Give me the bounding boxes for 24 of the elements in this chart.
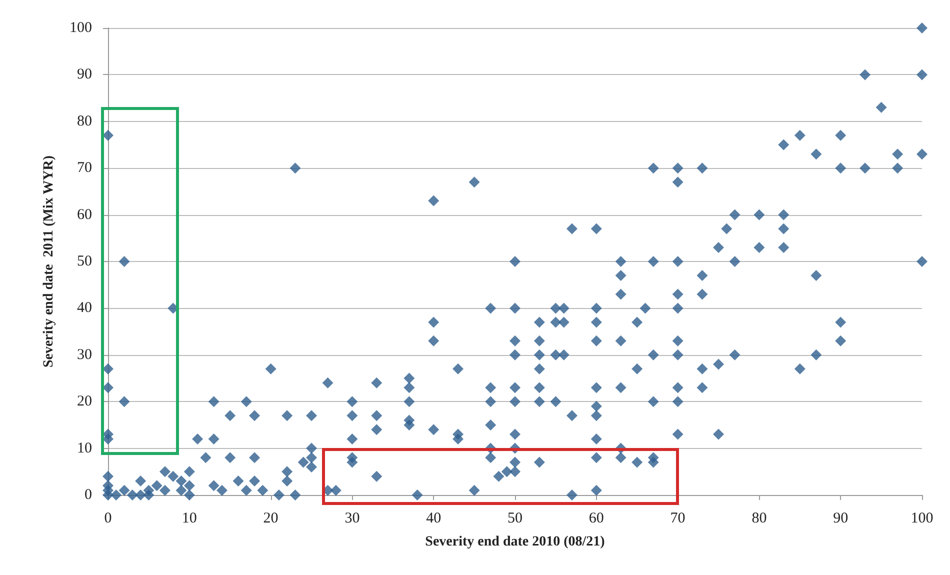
y-tick-label: 100 bbox=[70, 20, 92, 36]
y-tick-label: 30 bbox=[77, 346, 92, 363]
x-tick-label: 30 bbox=[344, 510, 360, 526]
y-tick-label: 90 bbox=[77, 66, 92, 83]
y-tick-label: 40 bbox=[77, 300, 92, 316]
y-tick-label: 50 bbox=[77, 254, 92, 270]
x-axis-title: Severity end date 2010 (08/21) bbox=[425, 534, 606, 550]
x-tick-label: 50 bbox=[508, 510, 522, 526]
y-tick-label: 0 bbox=[84, 487, 92, 503]
y-tick-label: 20 bbox=[77, 394, 92, 410]
y-tick-label: 10 bbox=[77, 440, 92, 456]
y-axis-title: Severity end date 2011 (Mix WYR) bbox=[42, 155, 56, 368]
x-tick-label: 100 bbox=[910, 510, 934, 526]
x-tick-label: 0 bbox=[104, 510, 112, 526]
x-tick-label: 60 bbox=[588, 510, 604, 526]
y-tick-label: 70 bbox=[77, 160, 92, 176]
x-tick-label: 40 bbox=[426, 510, 442, 526]
y-tick-label: 80 bbox=[77, 113, 92, 130]
y-tick-label: 60 bbox=[77, 206, 92, 223]
x-tick-label: 70 bbox=[670, 510, 686, 526]
x-tick-label: 20 bbox=[263, 510, 278, 526]
x-tick-label: 80 bbox=[752, 510, 767, 526]
x-tick-label: 10 bbox=[182, 510, 197, 526]
x-tick-label: 90 bbox=[833, 510, 848, 526]
